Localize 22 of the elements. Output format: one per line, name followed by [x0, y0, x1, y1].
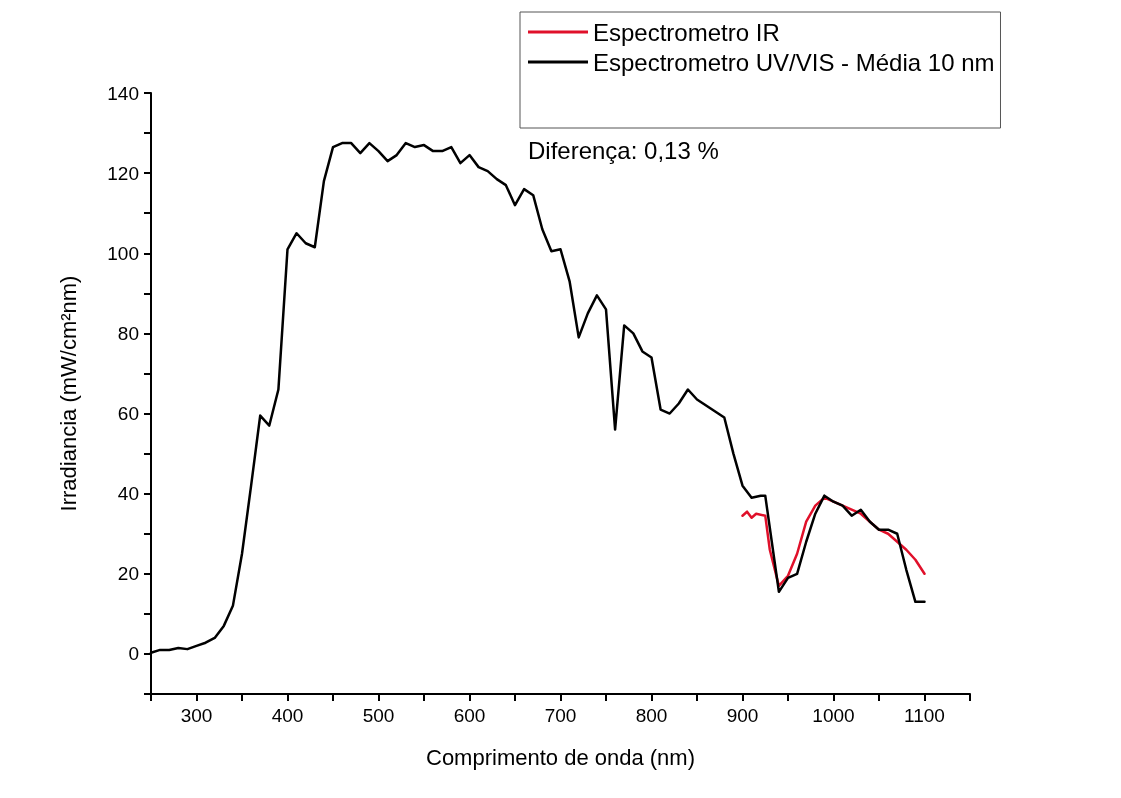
- legend-label: Espectrometro IR: [593, 18, 780, 46]
- x-axis-title: Comprimento de onda (nm): [425, 744, 696, 770]
- y-tick-label: 80: [117, 322, 139, 344]
- x-tick-label: 600: [453, 705, 486, 726]
- x-tick-label: 400: [271, 705, 304, 726]
- y-tick-label: 140: [107, 82, 139, 104]
- y-tick-label: 100: [107, 242, 139, 264]
- y-tick-label: 40: [117, 483, 139, 505]
- x-tick-label: 500: [362, 705, 395, 726]
- y-tick-label: 20: [117, 563, 139, 585]
- x-tick-label: 1100: [904, 705, 945, 726]
- legend-label: Espectrometro UV/VIS - Média 10 nm: [593, 48, 995, 76]
- y-tick-label: 120: [107, 162, 139, 184]
- x-tick-label: 300: [180, 705, 213, 726]
- y-tick-label: 0: [128, 643, 139, 665]
- x-tick-label: 700: [544, 705, 577, 726]
- y-tick-label: 60: [117, 403, 139, 425]
- annotation: Diferença: 0,13 %: [528, 136, 719, 164]
- x-tick-label: 800: [635, 705, 668, 726]
- x-tick-label: 900: [726, 705, 759, 726]
- x-tick-label: 1000: [812, 705, 855, 726]
- y-axis-title: Irradiancia (mW/cm²nm): [55, 275, 81, 512]
